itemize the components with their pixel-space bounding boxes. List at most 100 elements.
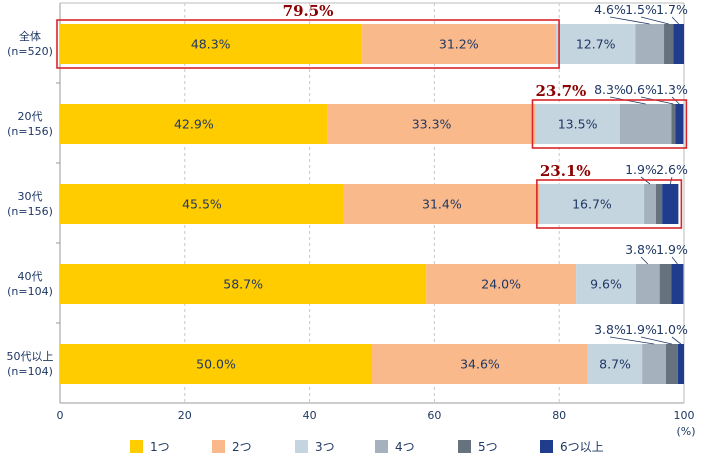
bar-segment [675,104,684,144]
bar-segment [60,104,328,144]
legend-swatch [540,440,553,453]
data-label-outside: 1.3% [656,82,688,97]
data-label-outside: 1.0% [656,322,688,337]
bar-segment [665,344,678,384]
bar-segment [576,264,636,304]
data-label: 24.0% [481,277,521,292]
legend-label: 1つ [150,440,170,454]
legend-label: 2つ [232,440,252,454]
bar-segment [587,344,643,384]
data-label-outside: 1.9% [625,322,657,337]
bar-segment [635,24,665,64]
bar-segment [372,344,588,384]
leader-line [671,16,679,25]
leader-line [640,256,649,265]
legend-swatch [130,440,143,453]
data-label: 16.7% [572,197,612,212]
data-label: 12.7% [576,37,616,52]
leader-line [640,16,669,25]
data-label-outside: 8.3% [594,82,626,97]
legend-label: 4つ [395,440,415,454]
bar-segment [673,24,684,64]
bar-segment [343,184,540,224]
category-label-line1: 50代以上 [7,350,54,363]
bar-segment [635,264,660,304]
category-label-line1: 全体 [19,29,41,43]
legend-swatch [295,440,308,453]
data-label: 48.3% [191,37,231,52]
bar-segment [644,184,656,224]
bar-segment [655,184,663,224]
x-tick-label: 0 [57,409,64,422]
bar-segment [60,264,427,304]
data-label-outside: 3.8% [594,322,626,337]
highlight-total-label: 23.1% [540,162,591,180]
bar-segment [662,184,679,224]
data-label-outside: 4.6% [594,2,626,17]
highlight-box [56,19,560,69]
legend-swatch [375,440,388,453]
x-tick-label: 20 [178,409,192,422]
bar-segment [60,184,344,224]
bar-segment [327,104,536,144]
data-label: 31.2% [439,37,479,52]
category-label-line2: (n=156) [7,125,53,138]
legend-swatch [458,440,471,453]
category-label-line1: 40代 [18,270,43,283]
bar-segment [677,344,684,384]
leader-line [609,16,650,25]
data-label: 9.6% [590,277,622,292]
x-tick-label: 40 [303,409,317,422]
data-label: 45.5% [182,197,222,212]
bar-segment [642,344,666,384]
data-label-outside: 2.6% [656,162,688,177]
bar-segment [664,24,674,64]
x-tick-label: 100 [674,409,695,422]
category-label-line1: 30代 [18,190,43,203]
data-label: 34.6% [460,357,500,372]
bar-segment [60,24,362,64]
data-label: 50.0% [196,357,236,372]
data-label: 31.4% [422,197,462,212]
highlight-box [531,99,688,149]
bar-segment [671,104,676,144]
bar-segment [659,264,672,304]
legend-label: 3つ [315,440,335,454]
x-tick-label: 80 [552,409,566,422]
x-unit-label: (%) [676,425,695,438]
leader-line [671,336,682,345]
data-label: 8.7% [599,357,631,372]
leader-line [640,336,672,345]
bar-segment [535,104,620,144]
data-label-outside: 1.9% [625,162,657,177]
leader-line [671,256,678,265]
category-label-line1: 20代 [18,110,43,123]
category-label-line2: (n=104) [7,285,53,298]
bar-segment [60,344,372,384]
data-label-outside: 1.9% [656,242,688,257]
category-label-line2: (n=520) [7,45,53,58]
bar-segment [361,24,557,64]
data-label-outside: 1.7% [656,2,688,17]
x-tick-label: 60 [427,409,441,422]
bar-segment [426,264,577,304]
highlight-total-label: 23.7% [535,82,586,100]
data-label: 33.3% [412,117,452,132]
data-label: 42.9% [174,117,214,132]
data-label-outside: 0.6% [625,82,657,97]
bar-segment [556,24,636,64]
bar-segment [539,184,645,224]
legend-swatch [212,440,225,453]
legend-label: 6つ以上 [560,440,604,454]
legend-label: 5つ [478,440,498,454]
data-label-outside: 3.8% [625,242,657,257]
category-label-line2: (n=156) [7,205,53,218]
data-label: 13.5% [558,117,598,132]
highlight-total-label: 79.5% [283,2,334,20]
bar-segment [671,264,684,304]
bar-segment [619,104,672,144]
data-label-outside: 1.5% [625,2,657,17]
leader-line [609,336,655,345]
highlight-box [536,179,683,229]
data-label: 58.7% [223,277,263,292]
